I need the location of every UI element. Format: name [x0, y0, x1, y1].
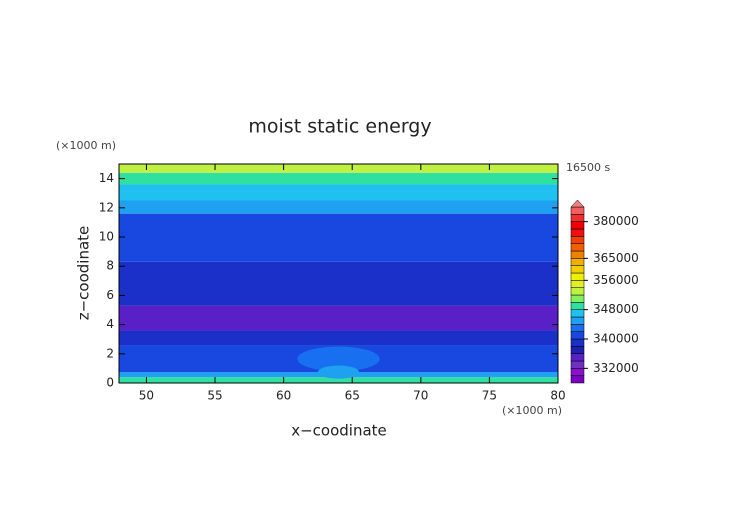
y-tick-label: 6 — [106, 288, 114, 302]
colorbar-tick-label: 356000 — [593, 273, 639, 287]
contour-band — [119, 305, 558, 331]
y-tick-label: 8 — [106, 259, 114, 273]
colorbar-segment — [570, 302, 585, 310]
contour-band — [119, 172, 558, 185]
colorbar-segment — [570, 250, 585, 259]
contour-cell — [297, 346, 380, 372]
colorbar-segment — [570, 353, 585, 362]
colorbar-segment — [570, 214, 585, 222]
y-tick-label: 4 — [106, 317, 114, 331]
colorbar-segment — [570, 280, 585, 288]
colorbar-segment — [570, 206, 585, 215]
colorbar-segment — [570, 221, 585, 230]
contour-band — [119, 200, 558, 214]
colorbar-segment — [570, 272, 585, 281]
colorbar-segment — [570, 258, 585, 266]
x-tick-label: 80 — [550, 389, 565, 403]
colorbar-segment — [570, 228, 585, 237]
colorbar-tick-label: 340000 — [593, 332, 639, 346]
contour-band — [119, 213, 558, 262]
contour-band — [119, 330, 558, 346]
y-tick-label: 0 — [106, 376, 114, 390]
colorbar-segment — [570, 243, 585, 252]
colorbar-tick-label: 332000 — [593, 361, 639, 375]
colorbar-segment — [570, 236, 585, 244]
x-tick-label: 60 — [276, 389, 291, 403]
colorbar-segment — [570, 375, 585, 384]
x-tick-label: 50 — [139, 389, 154, 403]
y-axis-label: z−coodinate — [75, 226, 93, 321]
colorbar-segment — [570, 265, 585, 274]
colorbar-segment — [570, 324, 585, 332]
y-tick-label: 12 — [99, 200, 114, 214]
plot-frame — [118, 163, 559, 384]
colorbar-segment — [570, 368, 585, 376]
contour-band — [119, 164, 558, 173]
x-tick-label: 70 — [413, 389, 428, 403]
colorbar-segment — [570, 287, 585, 296]
contour-band — [119, 184, 558, 201]
x-axis-label: x−coodinate — [291, 422, 387, 440]
contour-band — [119, 261, 558, 306]
colorbar-segment — [570, 316, 585, 325]
colorbar-segment — [570, 338, 585, 347]
x-tick-label: 75 — [482, 389, 497, 403]
x-tick-label: 55 — [207, 389, 222, 403]
x-unit: (×1000 m) — [502, 404, 562, 417]
chart-title: moist static energy — [248, 116, 431, 138]
colorbar-extension — [570, 199, 585, 208]
colorbar-tick-label: 380000 — [593, 214, 639, 228]
colorbar-tick-label: 348000 — [593, 302, 639, 316]
time-label: 16500 s — [566, 161, 610, 174]
y-tick-label: 14 — [99, 171, 114, 185]
colorbar-segment — [570, 346, 585, 354]
y-tick-label: 2 — [106, 346, 114, 360]
contour-band — [119, 377, 558, 383]
colorbar-segment — [570, 360, 585, 369]
colorbar-tick-label: 365000 — [593, 251, 639, 265]
colorbar-segment — [570, 309, 585, 318]
contour-cell — [317, 365, 360, 379]
colorbar-segment — [570, 294, 585, 303]
y-unit: (×1000 m) — [56, 139, 116, 152]
x-tick-label: 65 — [345, 389, 360, 403]
y-tick-label: 10 — [99, 230, 114, 244]
colorbar-segment — [570, 331, 585, 340]
